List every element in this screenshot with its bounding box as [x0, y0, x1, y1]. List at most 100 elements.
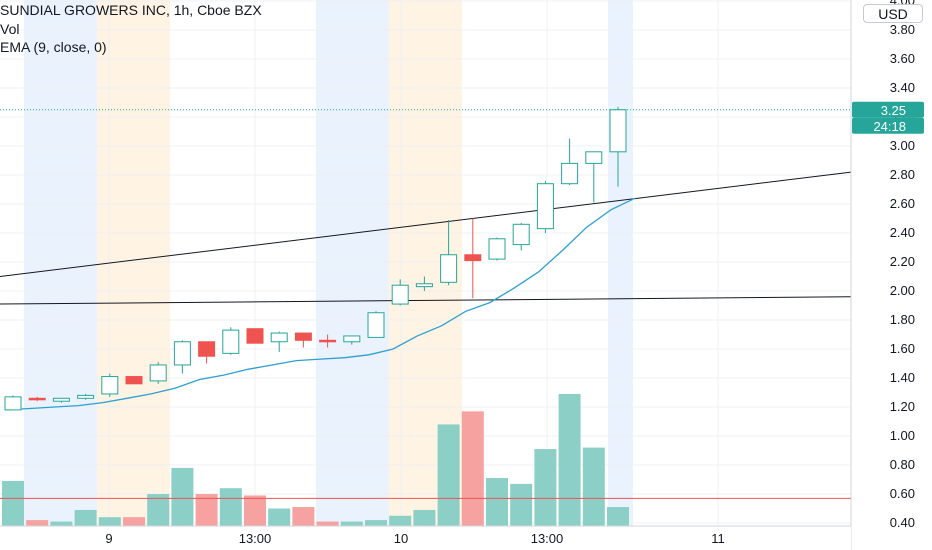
volume-bar: [437, 424, 460, 526]
candle-body: [4, 396, 22, 411]
y-tick-label: 3.80: [890, 22, 915, 37]
y-tick-label: 1.60: [890, 341, 915, 356]
y-tick-label: 0.40: [890, 515, 915, 530]
candle: [294, 332, 312, 348]
candle-body: [440, 254, 458, 283]
volume-bar: [316, 521, 339, 526]
candle: [270, 331, 288, 352]
volume-indicator-label[interactable]: Vol: [0, 21, 20, 37]
y-tick-label: 3.40: [890, 80, 915, 95]
session-band: [24, 0, 97, 526]
candle-body: [52, 397, 70, 402]
candle: [512, 222, 530, 251]
volume-bar: [486, 478, 508, 526]
price-axis-bg: [851, 0, 932, 550]
volume-bar: [365, 520, 387, 526]
candle-body: [77, 394, 95, 399]
candle: [319, 334, 337, 348]
candle: [246, 328, 264, 344]
y-tick-label: 0.60: [890, 486, 915, 501]
candle: [149, 362, 167, 384]
volume-bar: [510, 483, 533, 526]
candle-body: [173, 341, 191, 366]
volume-bar: [123, 517, 145, 526]
candle: [536, 180, 554, 233]
candle-body: [561, 162, 579, 185]
price-badge-value: 3.25: [881, 103, 906, 118]
candle: [28, 396, 46, 402]
candle-body: [415, 283, 433, 288]
y-tick-label: 3.60: [890, 51, 915, 66]
volume-bar: [219, 488, 242, 526]
candle-body: [536, 183, 554, 230]
y-tick-label: 1.40: [890, 370, 915, 385]
trend-line: [0, 296, 852, 305]
countdown-badge: [852, 117, 924, 134]
y-tick-label: 1.00: [890, 428, 915, 443]
candle: [125, 376, 143, 385]
candle: [585, 151, 603, 203]
x-tick-label: 13:00: [239, 531, 272, 546]
candle-body: [222, 329, 240, 354]
y-tick-label: 2.60: [890, 196, 915, 211]
volume-bar: [461, 411, 484, 526]
candle: [101, 373, 119, 397]
price-badge: [852, 101, 924, 118]
y-tick-label: 2.00: [890, 283, 915, 298]
candle-body: [28, 397, 46, 401]
volume-bar: [171, 467, 194, 526]
volume-bar: [2, 480, 24, 526]
candle: [343, 335, 361, 345]
currency-button[interactable]: USD: [863, 4, 923, 23]
session-band: [608, 0, 633, 526]
volume-bar: [98, 517, 121, 526]
candle-body: [101, 376, 119, 395]
y-tick-label: 2.80: [890, 167, 915, 182]
y-tick-label: 0.80: [890, 457, 915, 472]
candle-body: [464, 254, 482, 262]
candle-body: [512, 223, 530, 246]
volume-bar: [582, 447, 605, 526]
volume-bar: [607, 507, 629, 526]
candle-body: [149, 364, 167, 382]
candle: [391, 279, 409, 306]
y-tick-label: 2.40: [890, 225, 915, 240]
candle: [488, 237, 506, 261]
volume-bar: [26, 520, 49, 526]
candle: [77, 393, 95, 400]
volume-bar: [50, 521, 73, 526]
y-tick-label: 3.00: [890, 138, 915, 153]
candle: [222, 327, 240, 355]
volume-bar: [534, 449, 557, 526]
candle: [367, 311, 385, 338]
ema-indicator-label[interactable]: EMA (9, close, 0): [0, 39, 107, 55]
candle-body: [391, 284, 409, 305]
candle: [440, 219, 458, 286]
session-band: [316, 0, 389, 526]
candle-body: [488, 238, 506, 260]
candle-body: [343, 335, 361, 343]
volume-bar: [195, 494, 218, 526]
candle: [52, 397, 70, 403]
volume-bar: [558, 393, 581, 526]
x-tick-label: 9: [105, 531, 112, 546]
trend-line: [0, 171, 852, 277]
candle-body: [294, 332, 312, 341]
candle: [173, 340, 191, 374]
candle-body: [246, 328, 264, 344]
y-tick-label: 1.80: [890, 312, 915, 327]
candle: [415, 276, 433, 291]
volume-bar: [340, 521, 363, 526]
volume-bar: [413, 509, 436, 526]
volume-bar: [244, 495, 266, 526]
time-axis-bg: [0, 526, 851, 550]
chart-title: SUNDIAL GROWERS INC, 1h, Cboe BZX: [0, 2, 262, 18]
volume-bar: [292, 507, 315, 526]
y-tick-label: 2.20: [890, 254, 915, 269]
candle-body: [609, 109, 627, 153]
candle: [464, 218, 482, 299]
countdown-badge-value: 24:18: [873, 119, 906, 134]
candle: [561, 138, 579, 186]
volume-bar: [389, 515, 412, 526]
